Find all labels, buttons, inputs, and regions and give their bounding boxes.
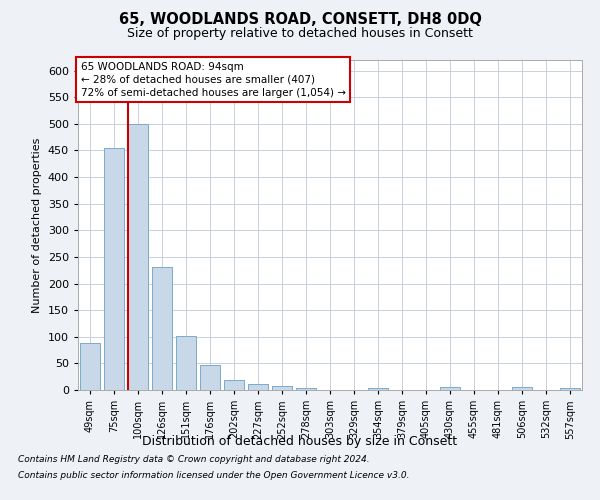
Text: Distribution of detached houses by size in Consett: Distribution of detached houses by size … (142, 435, 458, 448)
Bar (80, 343, 100, 390)
Bar (152, 266, 172, 390)
Text: Contains public sector information licensed under the Open Government Licence v3: Contains public sector information licen… (18, 470, 409, 480)
Text: Contains HM Land Registry data © Crown copyright and database right 2024.: Contains HM Land Registry data © Crown c… (18, 456, 370, 464)
Bar (224, 380, 244, 390)
Bar (104, 148, 124, 390)
Bar (272, 386, 292, 390)
Text: 65, WOODLANDS ROAD, CONSETT, DH8 0DQ: 65, WOODLANDS ROAD, CONSETT, DH8 0DQ (119, 12, 481, 28)
Bar (296, 388, 316, 390)
Text: 65 WOODLANDS ROAD: 94sqm
← 28% of detached houses are smaller (407)
72% of semi-: 65 WOODLANDS ROAD: 94sqm ← 28% of detach… (80, 62, 346, 98)
Bar (368, 388, 388, 390)
Y-axis label: Number of detached properties: Number of detached properties (32, 138, 42, 312)
Bar (128, 124, 148, 390)
Bar (176, 336, 196, 390)
Bar (248, 384, 268, 390)
Text: Size of property relative to detached houses in Consett: Size of property relative to detached ho… (127, 28, 473, 40)
Bar (200, 365, 220, 390)
Bar (512, 388, 532, 390)
Bar (440, 388, 460, 390)
Bar (560, 388, 580, 390)
